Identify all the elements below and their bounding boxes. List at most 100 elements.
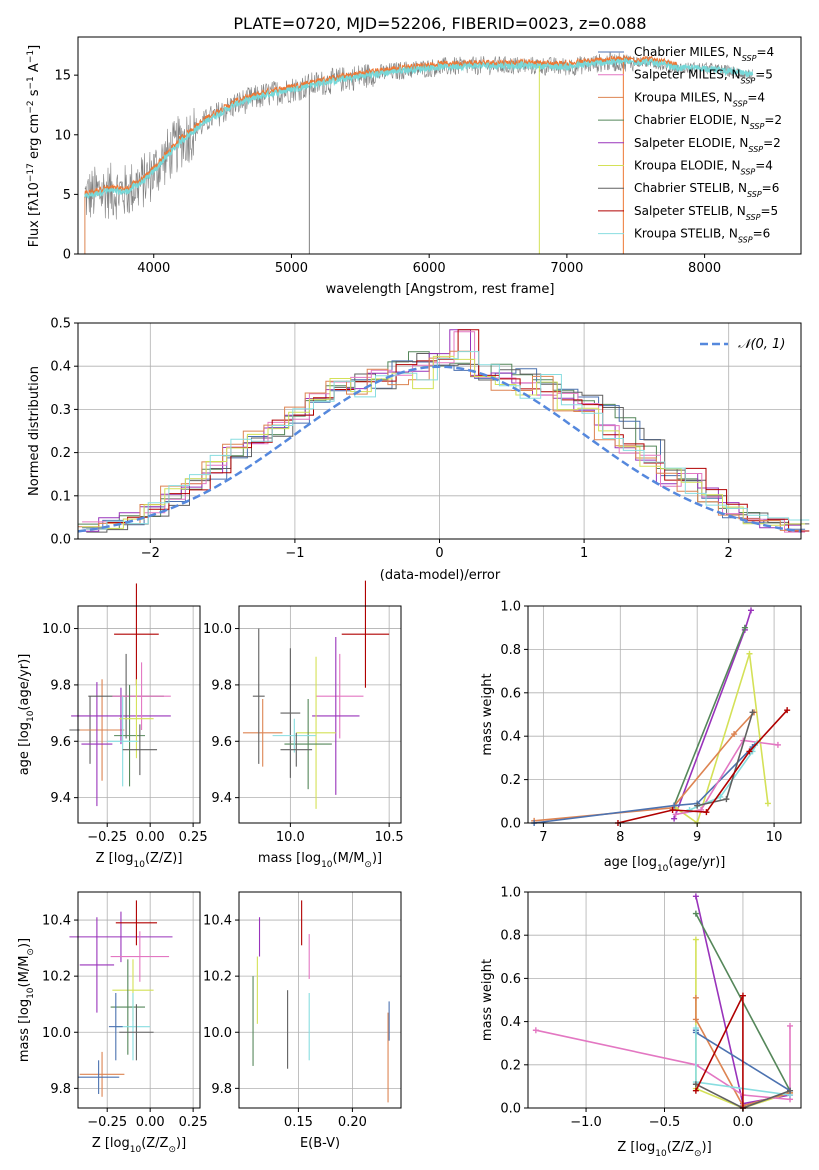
series-line: [675, 739, 779, 816]
series-marker: [741, 624, 748, 631]
series-line: [534, 744, 756, 824]
y-tick-label: 0.2: [500, 1058, 521, 1073]
x-tick-label: 8000: [688, 261, 721, 276]
weight-series: [694, 709, 756, 809]
histogram-series: [82, 355, 806, 529]
y-axis-label: age [log10(age/yr)]: [17, 654, 36, 776]
x-axis-label: age [log10(age/yr)]: [604, 855, 726, 874]
x-tick-label: 0.25: [179, 830, 208, 845]
legend: Chabrier MILES, NSSP=4 Salpeter MILES, NS…: [598, 45, 782, 244]
y-tick-label: 9.8: [211, 1082, 232, 1097]
y-tick-label: 5: [63, 188, 71, 203]
series-line: [673, 627, 746, 806]
weight-series: [692, 992, 746, 1111]
y-axis-label: Normed distribution: [27, 366, 42, 496]
x-axis-label: (data-model)/error: [380, 568, 501, 583]
x-axis-label: Z [log10(Z/Z⊙)]: [617, 1140, 711, 1159]
y-tick-label: 9.4: [211, 791, 232, 806]
x-tick-label: −1.0: [570, 1115, 602, 1130]
x-axis-label: Z [log10(Z/Z⊙)]: [92, 1136, 186, 1155]
x-axis-label: E(B-V): [300, 1136, 340, 1151]
x-tick-label: −1: [285, 546, 304, 561]
series-marker: [787, 1087, 794, 1094]
errorbar-point: [115, 900, 158, 946]
x-tick-label: −0.5: [649, 1115, 681, 1130]
series-marker: [774, 741, 781, 748]
axes-frame: [77, 891, 201, 1109]
errorbar-point: [280, 648, 301, 778]
errorbar-point: [316, 653, 364, 739]
age-vs-mass-panel: 10.0 10.5 9.4 9.6 9.8 10.0 mass [log10(M/M⊙)]: [203, 580, 404, 870]
plot-area: [69, 900, 173, 1097]
x-tick-label: 7: [539, 830, 547, 845]
errorbar-point: [280, 732, 313, 767]
x-tick-label: 5000: [275, 261, 308, 276]
y-tick-label: 9.8: [211, 678, 232, 693]
x-tick-label: 10: [766, 830, 783, 845]
errorbar-point: [69, 911, 173, 963]
series-marker: [692, 936, 699, 943]
x-tick-label: 0: [435, 546, 443, 561]
residual-histogram-panel: −2 −1 0 1 2 0.0 0.1 0.2 0.3 0.4 0.5 𝒩(0, 1) (data-mo…: [27, 317, 810, 583]
y-tick-label: 10: [54, 128, 71, 143]
axes-frame: [77, 605, 201, 824]
series-marker: [748, 607, 755, 614]
y-axis-label: mass [log10(M/M⊙)]: [17, 938, 36, 1062]
series-marker: [671, 802, 678, 809]
y-tick-label: 0.5: [50, 317, 71, 332]
y-axis-label: mass weight: [480, 673, 495, 755]
x-tick-label: 0.00: [136, 1115, 165, 1130]
axes-frame: [238, 891, 402, 1109]
series-marker: [764, 800, 771, 807]
legend-entry: Kroupa STELIB, NSSP=6: [634, 227, 770, 245]
legend-entry: Salpeter MILES, NSSP=5: [634, 68, 773, 86]
x-tick-label: 9: [693, 830, 701, 845]
series-marker: [717, 793, 724, 800]
normal-curve: [77, 365, 802, 533]
y-tick-label: 9.8: [50, 678, 71, 693]
weight-vs-age-panel: 7 8 9 10 0.0 0.2 0.4 0.6 0.8 1.0 age [log10(age/yr…: [480, 600, 802, 874]
y-axis-label: mass weight: [480, 959, 495, 1041]
spectrum-line: [84, 52, 753, 220]
plot-area: [69, 583, 171, 807]
y-tick-label: 10.0: [203, 622, 232, 637]
series-marker: [723, 796, 730, 803]
y-tick-label: 0.6: [500, 686, 521, 701]
series-marker: [746, 748, 753, 755]
x-tick-label: 10.5: [375, 830, 404, 845]
legend-entry: Kroupa ELODIE, NSSP=4: [634, 159, 773, 177]
errorbar-point: [110, 959, 146, 1055]
errorbar-point: [252, 628, 265, 764]
errorbar-point: [107, 696, 139, 787]
y-tick-label: 0.4: [500, 1015, 521, 1030]
y-tick-label: 0.4: [50, 360, 71, 375]
series-marker: [703, 809, 710, 816]
y-tick-label: 9.6: [211, 735, 232, 750]
errorbar-point: [119, 1004, 154, 1061]
y-tick-label: 10.2: [203, 970, 232, 985]
y-tick-label: 1.0: [500, 886, 521, 901]
errorbar-point: [110, 931, 170, 982]
y-tick-label: 0.3: [50, 403, 71, 418]
y-tick-label: 0.0: [500, 1102, 521, 1117]
plot-area: [84, 52, 754, 254]
series-line: [535, 1025, 791, 1101]
x-tick-label: −0.25: [87, 1115, 127, 1130]
y-tick-label: 10.0: [42, 622, 71, 637]
y-tick-label: 0.0: [500, 817, 521, 832]
series-marker: [692, 1087, 699, 1094]
x-tick-label: 0.15: [284, 1115, 313, 1130]
series-marker: [692, 1025, 699, 1032]
weight-series: [531, 709, 758, 824]
series-marker: [672, 811, 679, 818]
errorbar-point: [296, 656, 336, 809]
y-tick-label: 9.8: [50, 1082, 71, 1097]
axes-frame: [527, 605, 802, 824]
series-marker: [692, 1016, 699, 1023]
spectrum-panel: 4000 5000 6000 7000 8000 0 5 10 15 wavelength [An…: [26, 36, 802, 297]
errorbar-point: [78, 1060, 120, 1094]
legend-entry: Chabrier STELIB, NSSP=6: [634, 181, 779, 199]
legend-entry: Chabrier ELODIE, NSSP=2: [634, 113, 782, 131]
x-tick-label: 0.0: [733, 1115, 754, 1130]
